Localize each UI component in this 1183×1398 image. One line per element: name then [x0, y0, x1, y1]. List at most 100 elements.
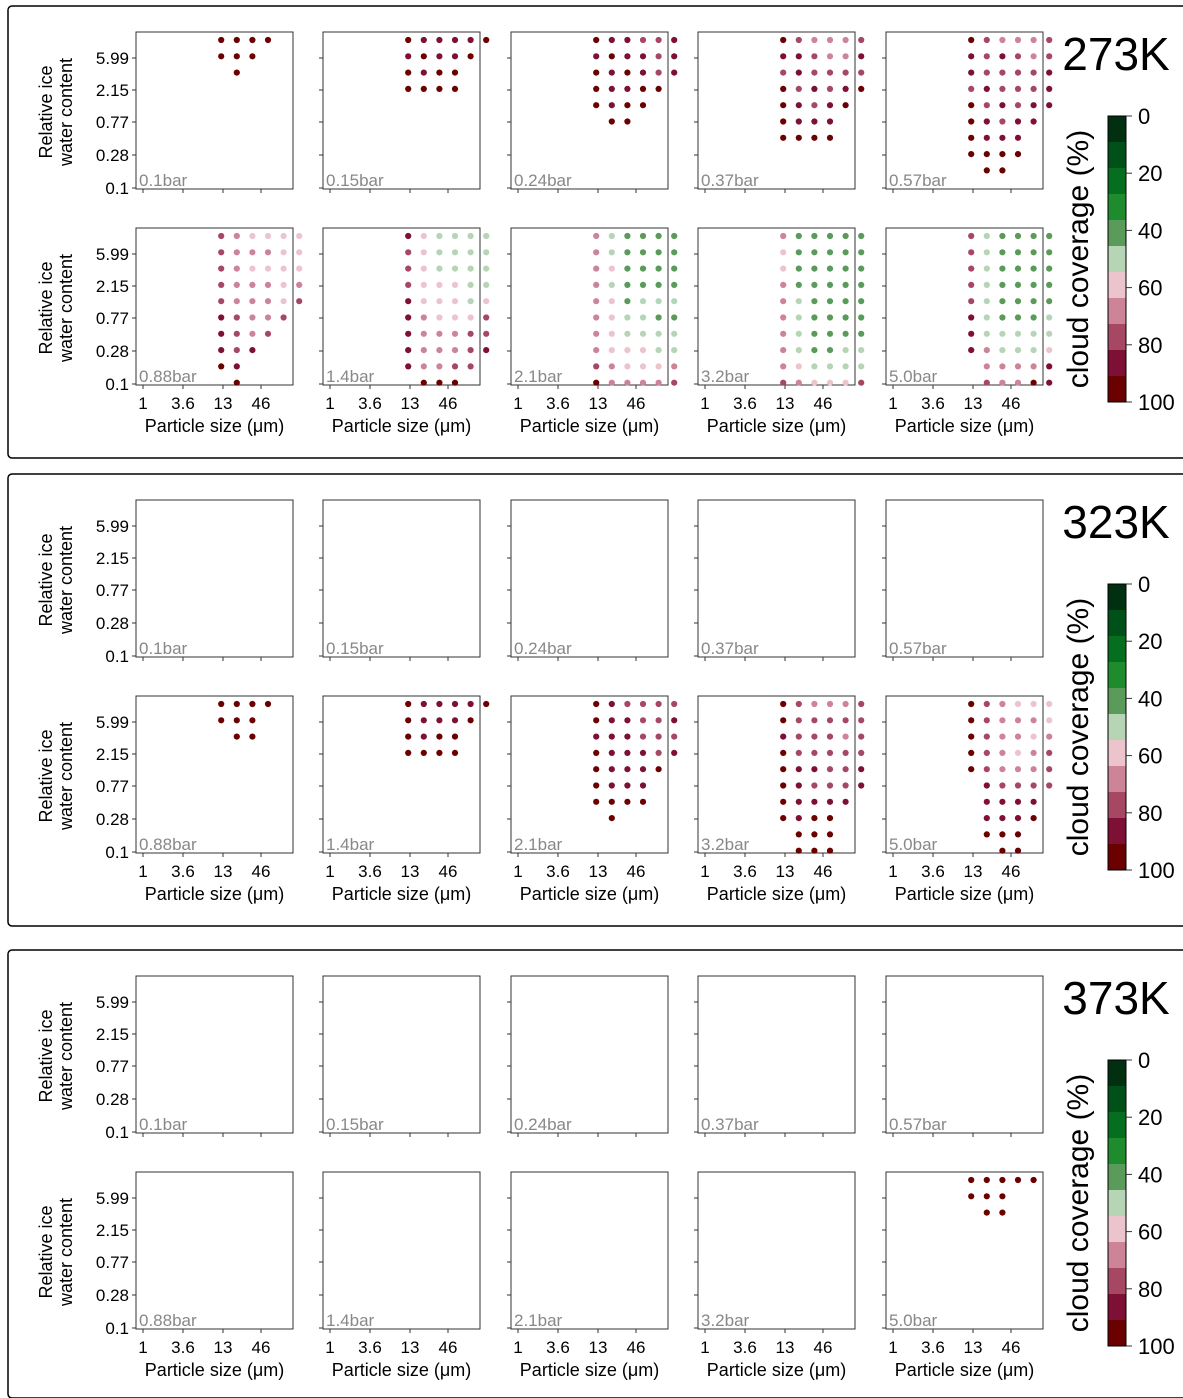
data-point: [639, 265, 647, 272]
y-tick-label: 0.28: [96, 810, 129, 829]
data-point: [983, 831, 990, 838]
x-tick-label: 13: [964, 862, 983, 881]
data-point: [218, 53, 225, 60]
pressure-label: 0.1bar: [139, 171, 188, 190]
x-tick-label: 46: [252, 862, 271, 881]
data-point: [655, 281, 662, 288]
data-point: [264, 36, 272, 44]
data-point: [999, 1193, 1006, 1200]
data-point: [593, 330, 600, 337]
data-point: [968, 281, 975, 288]
data-point: [218, 249, 225, 256]
colorbar-tick-label: 40: [1138, 686, 1162, 711]
data-point: [826, 700, 834, 708]
data-point: [451, 298, 459, 305]
data-point: [671, 733, 678, 740]
x-tick-label: 46: [814, 394, 833, 413]
data-point: [1014, 314, 1022, 321]
data-point: [264, 281, 272, 288]
data-point: [842, 733, 849, 740]
data-point: [451, 281, 459, 288]
data-point: [968, 717, 975, 724]
data-point: [639, 347, 647, 354]
data-point: [826, 134, 834, 141]
data-point: [608, 314, 615, 321]
data-point: [826, 69, 834, 76]
data-point: [842, 298, 849, 305]
data-point: [1014, 847, 1022, 854]
data-point: [858, 717, 865, 724]
data-point: [233, 69, 240, 76]
data-point: [420, 85, 427, 92]
data-point: [671, 700, 678, 708]
pressure-label: 3.2bar: [701, 1311, 750, 1330]
data-point: [436, 69, 443, 76]
data-point: [795, 330, 802, 337]
data-point: [826, 249, 834, 256]
data-point: [608, 749, 615, 757]
colorbar-bin: [1108, 168, 1126, 195]
data-point: [983, 815, 990, 822]
data-point: [593, 281, 600, 288]
data-point: [795, 700, 802, 708]
data-point: [795, 265, 802, 272]
data-point: [811, 85, 818, 92]
y-tick-label: 0.1: [105, 647, 129, 666]
data-point: [451, 265, 459, 272]
data-point: [842, 782, 849, 789]
x-tick-label: 46: [252, 1338, 271, 1357]
x-tick-label: 13: [214, 1338, 233, 1357]
panel-frame: [135, 499, 294, 658]
y-tick-label: 0.1: [105, 843, 129, 862]
data-point: [671, 265, 678, 272]
y-tick-label: 0.1: [105, 179, 129, 198]
data-point: [826, 363, 834, 370]
x-tick-label: 46: [439, 1338, 458, 1357]
data-point: [655, 265, 662, 272]
data-point: [593, 102, 600, 109]
data-point: [780, 134, 787, 141]
y-tick-label: 0.28: [96, 1286, 129, 1305]
x-tick-label: 3.6: [358, 862, 382, 881]
data-point: [1014, 798, 1022, 805]
y-axis-title-line1: Relative ice: [36, 533, 56, 626]
data-point: [842, 379, 849, 386]
data-point: [780, 700, 787, 708]
data-point: [1046, 330, 1053, 337]
data-point: [780, 717, 787, 724]
data-point: [405, 53, 412, 60]
x-tick-label: 13: [214, 862, 233, 881]
data-point: [593, 298, 600, 305]
data-point: [968, 700, 975, 708]
data-point: [624, 798, 631, 805]
data-point: [795, 831, 802, 838]
colorbar-tick-label: 40: [1138, 218, 1162, 243]
data-point: [218, 298, 225, 305]
data-point: [795, 314, 802, 321]
data-point: [999, 363, 1006, 370]
data-point: [842, 53, 849, 60]
data-point: [483, 298, 490, 305]
colorbar-bin: [1108, 1190, 1126, 1217]
data-point: [671, 249, 678, 256]
pressure-label: 5.0bar: [889, 367, 938, 386]
pressure-label: 0.57bar: [889, 1115, 947, 1134]
data-point: [826, 749, 834, 757]
data-point: [655, 733, 662, 740]
data-point: [218, 36, 225, 44]
data-point: [436, 314, 443, 321]
data-point: [826, 281, 834, 288]
data-point: [639, 232, 647, 240]
colorbar-bin: [1108, 376, 1126, 403]
data-point: [405, 347, 412, 354]
data-point: [826, 798, 834, 805]
data-point: [593, 36, 600, 44]
colorbar-title: cloud coverage (%): [1062, 1074, 1095, 1332]
data-point: [983, 134, 990, 141]
data-point: [671, 379, 678, 386]
panel-frame: [135, 31, 294, 190]
data-point: [1046, 314, 1053, 321]
x-tick-label: 3.6: [171, 394, 195, 413]
y-tick-label: 0.77: [96, 1253, 129, 1272]
data-point: [811, 232, 818, 240]
